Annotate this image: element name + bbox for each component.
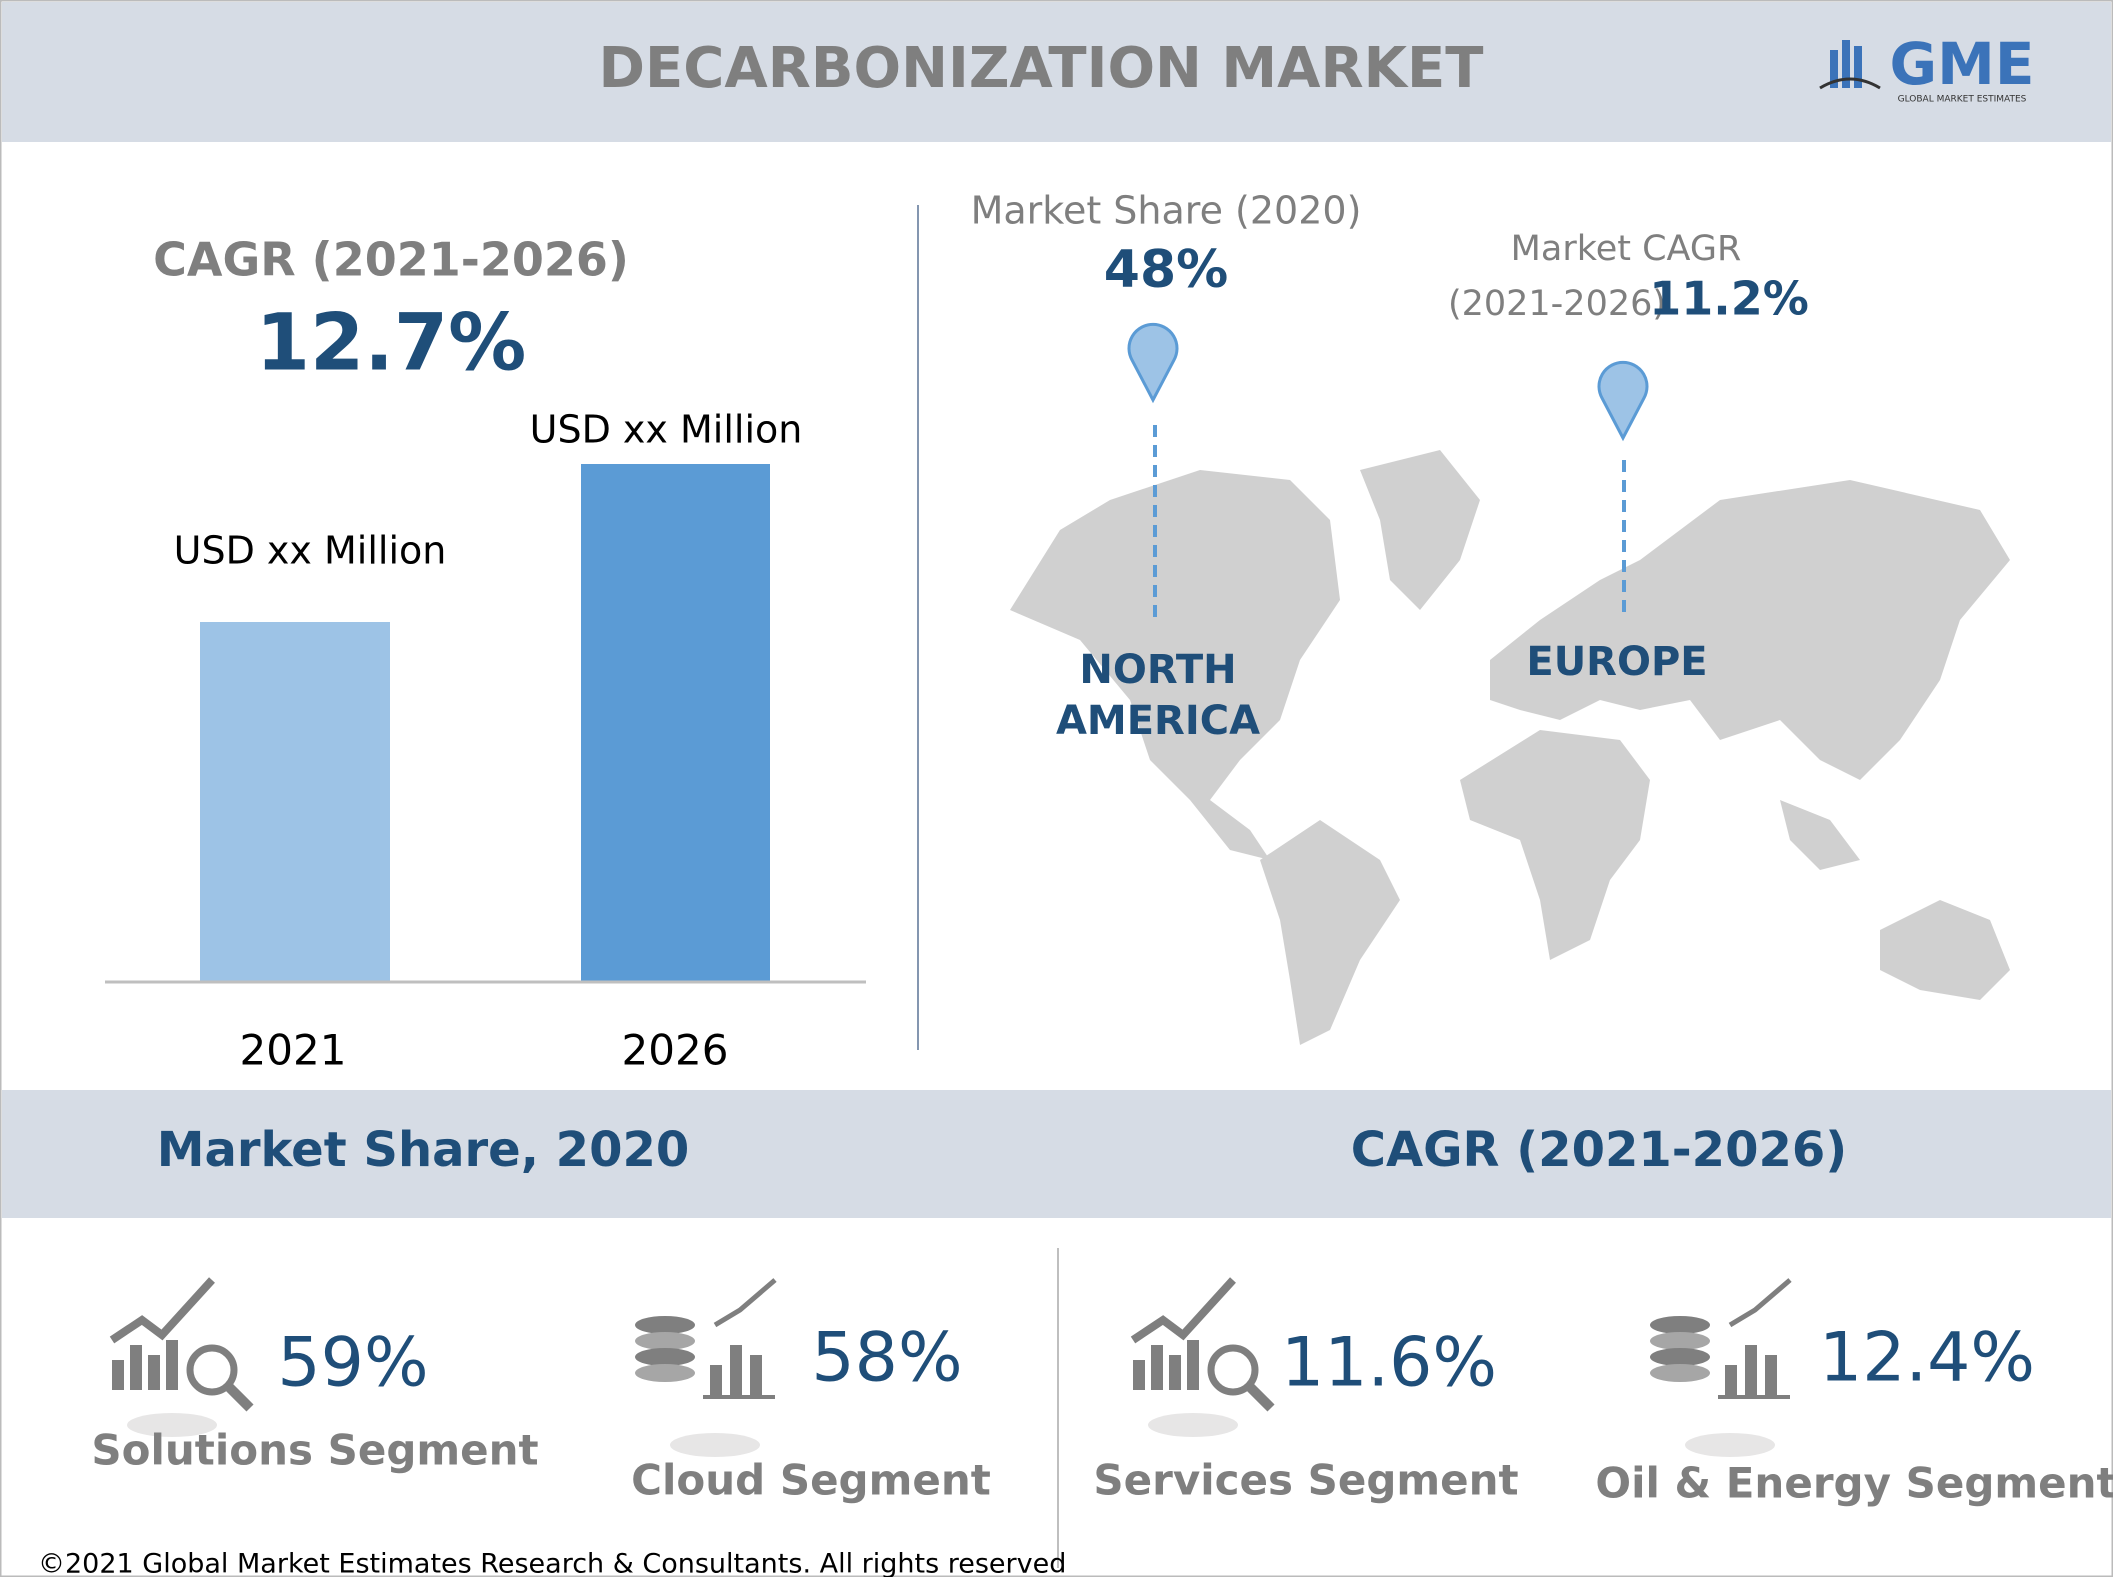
region-label: EUROPE [1526,639,1707,685]
bar-2026 [581,464,770,981]
icon-part [112,1360,124,1390]
item-label: Solutions Segment [91,1426,538,1475]
world-map [1010,450,2010,1045]
icon-part [1745,1345,1757,1395]
icon-part [635,1364,695,1382]
region-label: AMERICA [1056,698,1260,744]
item-value: 58% [811,1319,962,1398]
cagr-label: CAGR (2021-2026) [153,233,629,287]
icon-part [224,1382,254,1412]
icon-part [109,1277,215,1344]
icon-part [750,1355,762,1395]
title: DECARBONIZATION MARKET [599,36,1484,101]
icon-part [148,1355,160,1390]
section-band [2,1090,2111,1218]
section-title: CAGR (2021-2026) [1351,1122,1847,1178]
cagr-map-value: 11.2% [1649,272,1809,326]
cagr-map-label: (2021-2026) [1448,284,1666,324]
pin [1127,322,1649,620]
icon-part [166,1340,178,1390]
icon-part [1245,1382,1275,1412]
icon-part [1187,1340,1199,1390]
share-label: Market Share (2020) [971,189,1362,233]
icon-part [1207,1344,1259,1396]
region-label: NORTH [1079,647,1236,693]
logo-text: GME [1890,30,2035,98]
year-label: 2026 [622,1026,729,1075]
icon-part [1650,1316,1710,1334]
icon-part [1148,1413,1238,1437]
bar-label: USD xx Million [530,408,803,452]
item-label: Cloud Segment [631,1456,991,1505]
icon-part [670,1433,760,1457]
icon-part [1650,1364,1710,1382]
section-title: Market Share, 2020 [157,1122,690,1178]
icon-part [1650,1348,1710,1366]
item-value: 12.4% [1819,1319,2035,1398]
icon-part [710,1365,722,1395]
logo: GME GLOBAL MARKET ESTIMATES [1819,30,2035,105]
icon-part [635,1316,695,1334]
icon-part [1725,1365,1737,1395]
item-value: 11.6% [1281,1324,1497,1403]
share-value: 48% [1104,240,1228,300]
icon-part [186,1344,238,1396]
bar-label: USD xx Million [174,529,447,573]
icon-part [1728,1278,1792,1328]
icon-part [1650,1332,1710,1350]
header-band [2,2,2111,142]
item-label: Services Segment [1093,1456,1518,1505]
icon-part [635,1348,695,1366]
icon-part [730,1345,742,1395]
icon-part [127,1413,217,1437]
cagr-map-label: Market CAGR [1511,229,1742,269]
item-value: 59% [277,1324,428,1403]
icon-part [130,1345,142,1390]
year-label: 2021 [240,1026,347,1075]
item-label: Oil & Energy Segment [1595,1459,2113,1508]
bar-2021 [200,622,390,981]
footer: ©2021 Global Market Estimates Research &… [38,1549,1066,1577]
icon-part [1169,1355,1181,1390]
cagr-value: 12.7% [256,298,527,388]
icon-part [1685,1433,1775,1457]
icon-part [1151,1345,1163,1390]
icon-part [635,1332,695,1350]
logo-subtitle: GLOBAL MARKET ESTIMATES [1898,95,2027,105]
icons [109,1277,1792,1457]
icon-part [1130,1277,1236,1344]
icon-part [713,1278,777,1328]
icon-part [1133,1360,1145,1390]
icon-part [1765,1355,1777,1395]
